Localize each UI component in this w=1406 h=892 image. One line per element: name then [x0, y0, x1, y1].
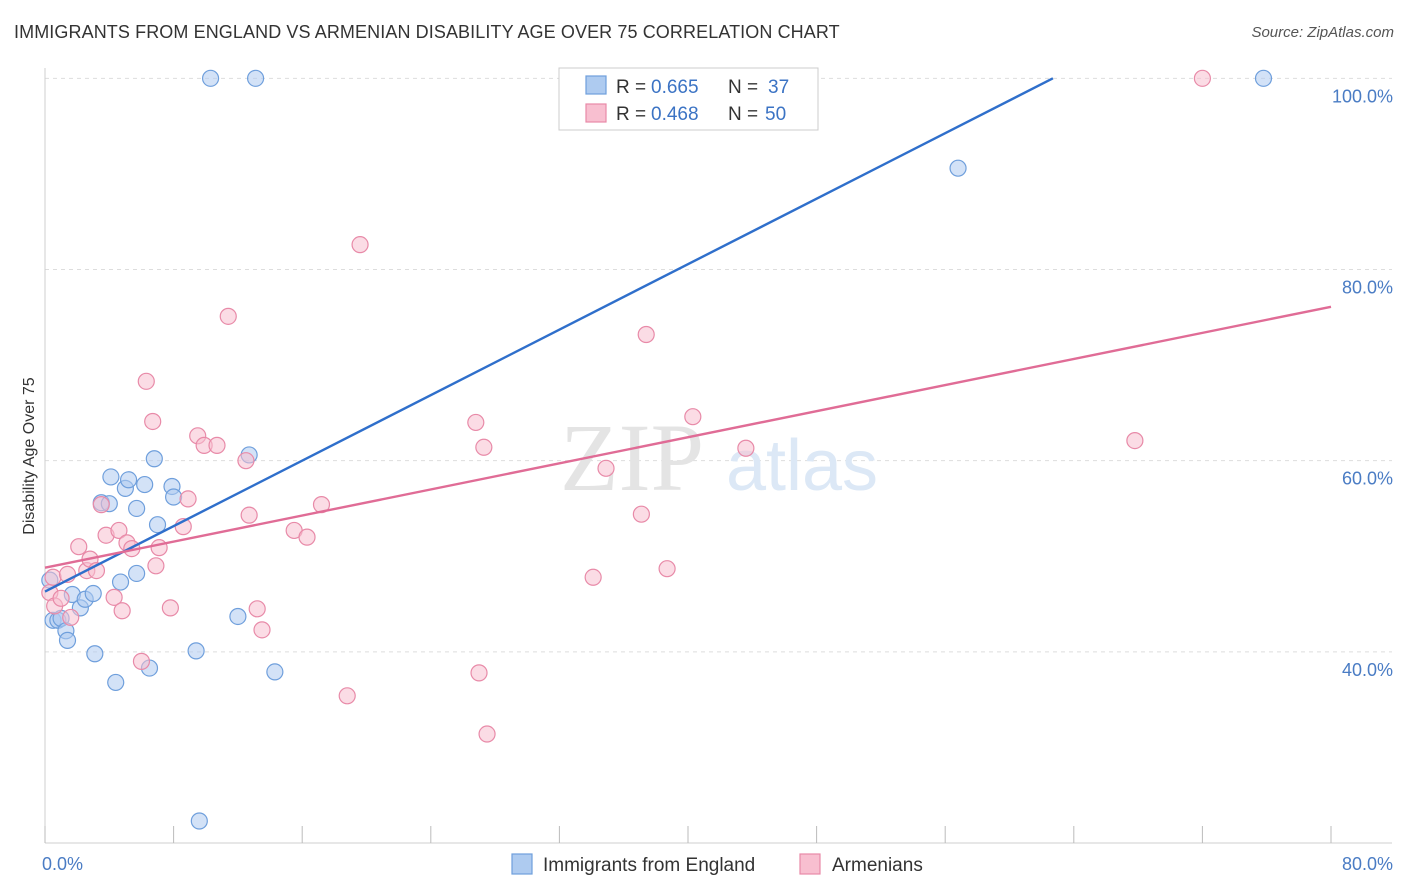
grid-lines [45, 77, 1392, 653]
data-point [637, 325, 655, 344]
series-legend: Immigrants from England Armenians [511, 853, 923, 876]
stats-legend-swatch-blue [585, 75, 607, 95]
data-point [684, 408, 702, 426]
y-tick-label: 40.0% [1342, 660, 1393, 680]
data-point [246, 69, 265, 87]
legend-swatch-armenians [799, 853, 821, 875]
stats-legend-n-value: 37 [768, 77, 789, 98]
data-point [219, 307, 237, 325]
data-point [208, 436, 226, 454]
data-point [92, 496, 110, 514]
data-point [119, 471, 138, 489]
y-tick-labels: 40.0% 60.0% 80.0% 100.0% [1332, 86, 1393, 679]
data-point [128, 499, 146, 518]
stats-legend: R = 0.665 N = 37 R = 0.468 N = 50 [558, 67, 819, 131]
stats-legend-r-value: 0.468 [651, 104, 699, 125]
data-point [253, 621, 271, 639]
chart-title: IMMIGRANTS FROM ENGLAND VS ARMENIAN DISA… [14, 22, 840, 42]
data-point [62, 608, 80, 627]
stats-legend-r-value: 0.665 [651, 77, 699, 98]
data-point [84, 584, 102, 603]
data-point [102, 468, 120, 486]
x-tick-label: 0.0% [42, 854, 83, 874]
data-point [467, 413, 485, 432]
data-point [132, 652, 151, 670]
data-point [240, 506, 258, 524]
data-point [475, 438, 493, 456]
data-point [52, 589, 70, 607]
data-point [248, 600, 266, 618]
data-point [190, 812, 208, 830]
y-axis-label: Disability Age Over 75 [21, 377, 38, 535]
data-point [338, 687, 356, 705]
stats-legend-n-label: N = [728, 77, 758, 98]
source-label: Source: ZipAtlas.com [1251, 24, 1394, 41]
data-point [113, 602, 131, 620]
watermark-atlas: atlas [726, 426, 878, 506]
data-point [44, 568, 62, 586]
data-point [266, 663, 284, 681]
y-tick-label: 60.0% [1342, 469, 1393, 489]
data-point [70, 538, 88, 556]
data-point [107, 673, 125, 692]
data-point [105, 588, 123, 606]
stats-legend-swatch-pink [585, 103, 607, 123]
data-point [144, 412, 162, 431]
data-point [165, 488, 183, 506]
data-point [145, 450, 163, 468]
data-point [470, 664, 488, 682]
data-point [597, 459, 615, 477]
y-tick-label: 100.0% [1332, 86, 1393, 106]
watermark-zip: ZIP [560, 404, 704, 511]
data-point [128, 564, 146, 583]
trend-line-blue [44, 77, 1054, 593]
data-point [737, 439, 755, 457]
data-point [86, 645, 104, 663]
data-point [161, 599, 179, 617]
data-point [229, 607, 247, 626]
legend-label-armenians: Armenians [832, 855, 923, 876]
data-point [187, 642, 205, 660]
stats-legend-n-value: 50 [765, 104, 786, 125]
data-point [1254, 69, 1273, 87]
data-point [201, 69, 220, 87]
data-point [1193, 69, 1212, 87]
data-point [632, 505, 650, 523]
axes [44, 68, 1392, 844]
data-point [137, 372, 155, 390]
data-point [110, 521, 128, 540]
x-tick-labels: 0.0% 80.0% [42, 854, 1393, 874]
data-point [179, 490, 197, 508]
stats-legend-r-label: R = [616, 104, 646, 125]
legend-label-immigrants-from-england: Immigrants from England [543, 855, 755, 876]
legend-swatch-immigrants-from-england [511, 853, 533, 875]
stats-legend-r-label: R = [616, 77, 646, 98]
data-point [1126, 431, 1144, 450]
watermark: ZIP atlas [560, 404, 878, 511]
data-point [478, 725, 496, 743]
trend-line-pink [44, 305, 1332, 569]
data-point [58, 631, 77, 649]
data-point [111, 573, 130, 591]
data-point [658, 560, 676, 578]
data-point [351, 236, 369, 254]
x-tick-label: 80.0% [1342, 854, 1393, 874]
trend-lines [44, 77, 1332, 593]
data-point [136, 475, 154, 494]
data-point [147, 557, 165, 575]
data-point [298, 528, 316, 546]
data-point [237, 452, 255, 470]
data-point [949, 159, 967, 177]
data-point [150, 539, 168, 557]
data-point [584, 568, 602, 586]
stats-legend-n-label: N = [728, 104, 758, 125]
data-point [148, 516, 167, 534]
y-tick-label: 80.0% [1342, 278, 1393, 298]
